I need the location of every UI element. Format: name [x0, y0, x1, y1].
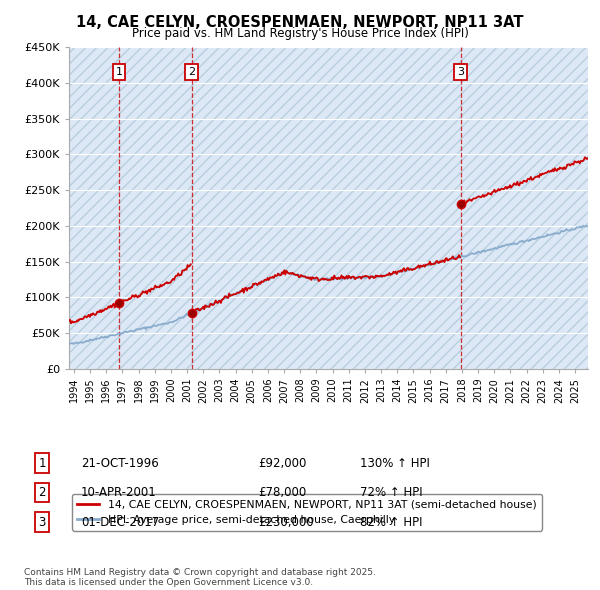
Text: 10-APR-2001: 10-APR-2001	[81, 486, 157, 499]
Text: 2: 2	[38, 486, 46, 499]
Text: 01-DEC-2017: 01-DEC-2017	[81, 516, 159, 529]
Text: 72% ↑ HPI: 72% ↑ HPI	[360, 486, 422, 499]
Text: £92,000: £92,000	[258, 457, 307, 470]
Text: 21-OCT-1996: 21-OCT-1996	[81, 457, 159, 470]
Text: 2: 2	[188, 67, 195, 77]
Text: 3: 3	[38, 516, 46, 529]
Text: Price paid vs. HM Land Registry's House Price Index (HPI): Price paid vs. HM Land Registry's House …	[131, 27, 469, 40]
Text: Contains HM Land Registry data © Crown copyright and database right 2025.
This d: Contains HM Land Registry data © Crown c…	[24, 568, 376, 587]
Text: 82% ↑ HPI: 82% ↑ HPI	[360, 516, 422, 529]
Text: 3: 3	[457, 67, 464, 77]
Legend: 14, CAE CELYN, CROESPENMAEN, NEWPORT, NP11 3AT (semi-detached house), HPI: Avera: 14, CAE CELYN, CROESPENMAEN, NEWPORT, NP…	[72, 494, 542, 530]
Text: £78,000: £78,000	[258, 486, 306, 499]
Text: 1: 1	[116, 67, 122, 77]
Text: 1: 1	[38, 457, 46, 470]
Text: 14, CAE CELYN, CROESPENMAEN, NEWPORT, NP11 3AT: 14, CAE CELYN, CROESPENMAEN, NEWPORT, NP…	[76, 15, 524, 30]
Text: 130% ↑ HPI: 130% ↑ HPI	[360, 457, 430, 470]
Text: £230,000: £230,000	[258, 516, 314, 529]
